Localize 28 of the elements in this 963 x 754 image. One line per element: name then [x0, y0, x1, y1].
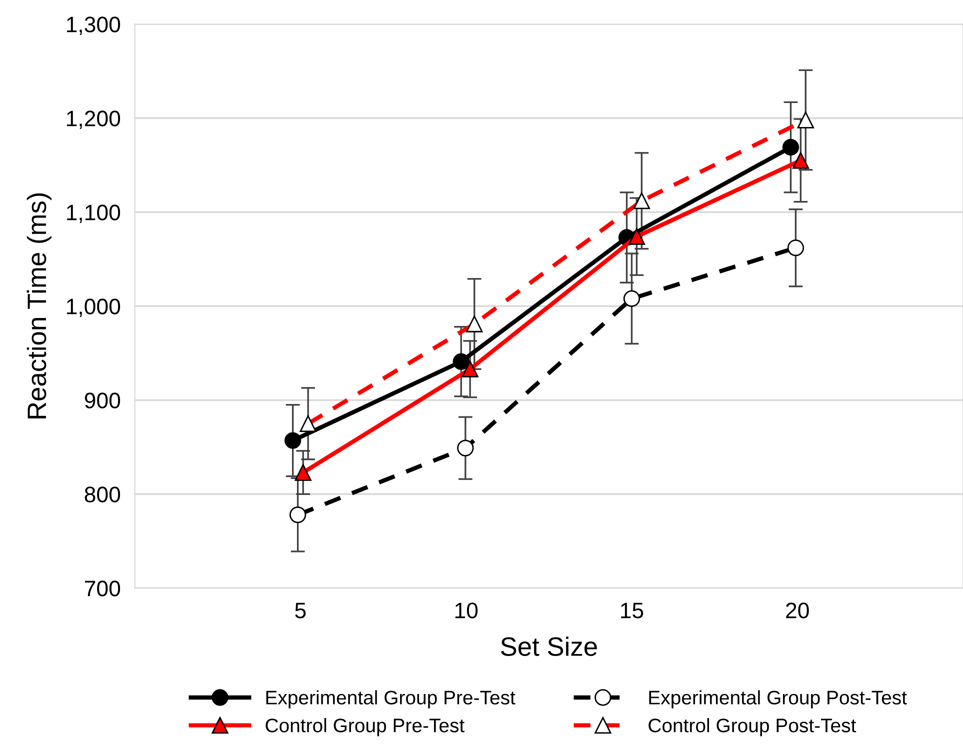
point [623, 290, 640, 307]
x-tick-label: 20 [786, 602, 809, 618]
y-tick-label: 800 [84, 486, 120, 502]
point [792, 152, 810, 169]
point [452, 353, 470, 370]
y-tick-label: 1,000 [67, 298, 120, 318]
legend-label: Experimental Group Pre-Test [266, 690, 516, 708]
point [289, 506, 306, 524]
point [782, 138, 800, 156]
point [462, 360, 478, 378]
point [787, 240, 804, 256]
y-tick-label: 700 [84, 580, 120, 596]
y-axis-title: Reaction Time (ms) [26, 193, 52, 418]
y-tick-label: 900 [84, 392, 120, 408]
x-tick-label: 10 [455, 602, 478, 618]
x-tick-label: 5 [295, 602, 306, 618]
point [457, 440, 474, 456]
y-tick-label: 1,100 [67, 204, 120, 224]
legend-label: Control Group Pre-Test [266, 718, 464, 736]
point [628, 228, 646, 245]
point [284, 432, 302, 449]
x-tick-label: 15 [621, 602, 644, 618]
legend-label: Experimental Group Post-Test [649, 690, 907, 708]
legend-label: Control Group Post-Test [648, 718, 856, 736]
point [294, 464, 312, 481]
y-tick-label: 1,200 [67, 110, 120, 130]
x-axis-title: Set Size [500, 636, 597, 656]
y-tick-label: 1,300 [67, 16, 120, 36]
